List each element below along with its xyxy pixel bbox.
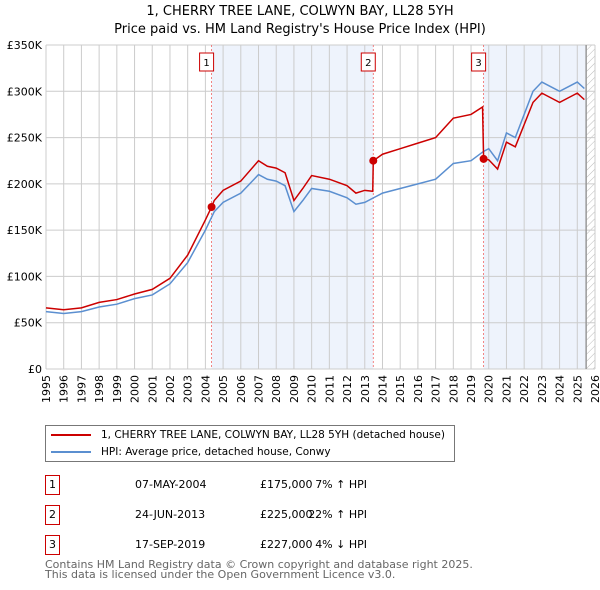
hpi-line bbox=[45, 81, 585, 315]
x-tick-label: 1998 bbox=[93, 375, 106, 403]
sale-date: 24-JUN-2013 bbox=[135, 508, 206, 521]
x-tick-label: 1996 bbox=[58, 375, 71, 403]
x-tick-label: 2020 bbox=[483, 375, 496, 403]
sale-marker: 1 bbox=[45, 475, 60, 495]
sale-date: 17-SEP-2019 bbox=[135, 538, 206, 551]
x-tick-label: 1997 bbox=[75, 375, 88, 403]
x-tick-label: 2002 bbox=[164, 375, 177, 403]
x-tick-label: 1999 bbox=[111, 375, 124, 403]
x-tick-label: 2001 bbox=[146, 375, 159, 403]
sale-label: 2 bbox=[365, 58, 371, 69]
x-tick-label: 2026 bbox=[589, 375, 600, 403]
sale-label: 3 bbox=[475, 58, 481, 69]
sale-price: £175,000 bbox=[260, 478, 313, 491]
y-tick-label: £100K bbox=[7, 270, 43, 283]
x-tick-label: 2014 bbox=[376, 375, 389, 403]
x-tick-label: 2009 bbox=[288, 375, 301, 403]
legend: 1, CHERRY TREE LANE, COLWYN BAY, LL28 5Y… bbox=[45, 425, 455, 462]
x-tick-label: 2019 bbox=[465, 375, 478, 403]
plot-area: 1995 1996 1997 1998 1999 2000 2001 2002 2003 2004… bbox=[7, 39, 600, 403]
y-tick-label: £250K bbox=[7, 132, 43, 145]
sale-label-box bbox=[199, 52, 215, 72]
x-tick-label: 2008 bbox=[270, 375, 283, 403]
y-tick-label: £350K bbox=[7, 39, 43, 52]
sale-date: 07-MAY-2004 bbox=[135, 478, 207, 491]
sale-label-box bbox=[360, 52, 376, 72]
legend-label: 1, CHERRY TREE LANE, COLWYN BAY, LL28 5Y… bbox=[101, 429, 445, 441]
sale-label: 1 bbox=[203, 58, 209, 69]
future-hatch bbox=[586, 45, 595, 369]
sale-marker: 3 bbox=[45, 535, 60, 555]
x-tick-label: 2015 bbox=[394, 375, 407, 403]
x-tick-label: 2025 bbox=[571, 375, 584, 403]
sale-point bbox=[369, 156, 378, 165]
x-tick-label: 2013 bbox=[359, 375, 372, 403]
legend-label: HPI: Average price, detached house, Conw… bbox=[101, 446, 331, 458]
x-tick-label: 2000 bbox=[129, 375, 142, 403]
x-tick-label: 2018 bbox=[447, 375, 460, 403]
footer-line: This data is licensed under the Open Gov… bbox=[45, 568, 396, 581]
x-tick-label: 2005 bbox=[217, 375, 230, 403]
x-tick-label: 2011 bbox=[323, 375, 336, 403]
footer-line: Contains HM Land Registry data © Crown c… bbox=[45, 558, 473, 571]
x-tick-label: 2016 bbox=[412, 375, 425, 403]
x-tick-label: 2004 bbox=[199, 375, 212, 403]
x-tick-label: 2010 bbox=[306, 375, 319, 403]
chart-subtitle: Price paid vs. HM Land Registry's House … bbox=[114, 22, 486, 37]
table-row: 3 17-SEP-2019 £227,000 4% ↓ HPI bbox=[45, 535, 445, 555]
table-row: 1 07-MAY-2004 £175,000 7% ↑ HPI bbox=[45, 475, 445, 495]
shaded-ownership-period bbox=[483, 45, 587, 369]
chart-title: 1, CHERRY TREE LANE, COLWYN BAY, LL28 5Y… bbox=[146, 4, 454, 19]
sale-price: £225,000 bbox=[260, 508, 313, 521]
table-row: 2 24-JUN-2013 £225,000 22% ↑ HPI bbox=[45, 505, 445, 525]
y-tick-label: £200K bbox=[7, 178, 43, 191]
y-tick-label: £0 bbox=[28, 363, 42, 376]
price-paid-line bbox=[45, 92, 585, 311]
y-tick-label: £150K bbox=[7, 224, 43, 237]
x-tick-label: 2012 bbox=[341, 375, 354, 403]
x-tick-label: 2022 bbox=[518, 375, 531, 403]
x-tick-label: 2017 bbox=[430, 375, 443, 403]
sale-hpi-diff: 7% ↑ HPI bbox=[315, 478, 367, 491]
footer: Contains HM Land Registry data © Crown c… bbox=[45, 558, 473, 581]
sale-hpi-diff: 4% ↓ HPI bbox=[315, 538, 367, 551]
legend-item-hpi: HPI: Average price, detached house, Conw… bbox=[46, 444, 331, 460]
sale-marker: 2 bbox=[45, 505, 60, 525]
x-tick-label: 2006 bbox=[235, 375, 248, 403]
sale-hpi-diff: 22% ↑ HPI bbox=[308, 508, 367, 521]
x-tick-label: 2007 bbox=[253, 375, 266, 403]
legend-item-property: 1, CHERRY TREE LANE, COLWYN BAY, LL28 5Y… bbox=[46, 427, 445, 443]
x-tick-label: 2023 bbox=[536, 375, 549, 403]
sale-point bbox=[207, 203, 216, 211]
sale-label-box bbox=[471, 52, 487, 72]
x-tick-label: 1995 bbox=[40, 375, 53, 403]
legend-swatch bbox=[51, 434, 91, 436]
legend-swatch bbox=[51, 451, 91, 453]
x-tick-label: 2003 bbox=[182, 375, 195, 403]
y-tick-label: £300K bbox=[7, 85, 43, 98]
sale-price: £227,000 bbox=[260, 538, 313, 551]
y-tick-label: £50K bbox=[14, 317, 43, 330]
x-tick-label: 2021 bbox=[500, 375, 513, 403]
x-tick-label: 2024 bbox=[554, 375, 567, 403]
sale-point bbox=[479, 154, 488, 163]
